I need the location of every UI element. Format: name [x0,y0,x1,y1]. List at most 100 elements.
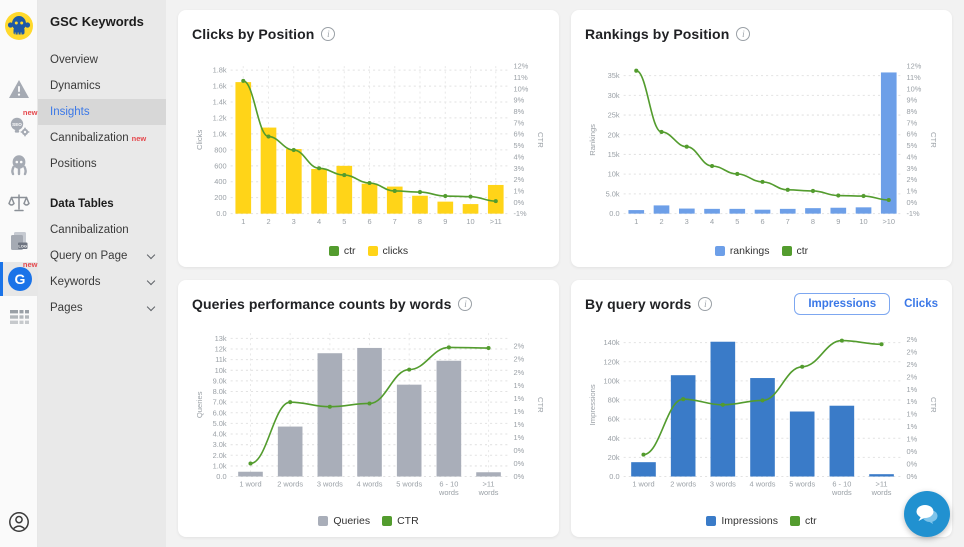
rail-item-issues[interactable] [0,72,38,106]
rail-item-seo-insights[interactable]: new SEO [0,108,38,144]
gsc-g-icon: G [8,267,32,291]
log-pages-icon: LOG [10,232,27,250]
svg-text:6%: 6% [906,130,917,139]
sidebar-item-insights[interactable]: Insights [38,99,166,125]
impressions-toggle-button[interactable]: Impressions [794,293,891,315]
chart-legend: ctr clicks [192,243,545,261]
sidebar-item-keywords[interactable]: Keywords [38,269,166,295]
clicks-by-position-chart: 0.0 200 400 600 800 1.0k 1.2k 1.4k 1.6k 1.8k 1 2 3 4 5… [195,62,545,226]
legend-item-impressions[interactable]: Impressions [706,515,778,527]
rail-item-logs[interactable]: LOG [0,224,38,258]
sidebar-menu: GSC Keywords Overview Dynamics Insights Can… [38,0,166,547]
legend-swatch [382,516,393,526]
svg-text:3: 3 [292,217,296,226]
chart-legend: Queries CTR [192,513,545,531]
legend-item-ctr[interactable]: ctr [781,245,809,257]
svg-text:0%: 0% [906,460,917,469]
svg-text:words: words [478,488,499,497]
legend-label: CTR [397,515,419,527]
sidebar-item-cannibalization[interactable]: Cannibalization new [38,125,166,151]
legend-item-ctr[interactable]: CTR [382,515,419,527]
svg-text:12k: 12k [215,345,227,354]
svg-text:200: 200 [214,193,226,202]
sidebar-item-dynamics[interactable]: Dynamics [38,73,166,99]
svg-text:9.0k: 9.0k [213,376,227,385]
svg-text:100k: 100k [604,376,620,385]
svg-text:11%: 11% [513,73,528,82]
sidebar-item-label: Keywords [50,276,101,288]
svg-text:4%: 4% [513,152,524,161]
data-table-icon [9,310,29,324]
scales-icon [7,194,30,212]
chat-widget-button[interactable] [904,491,950,537]
legend-label: Impressions [721,515,778,527]
svg-text:0%: 0% [513,472,524,481]
svg-text:10%: 10% [906,84,921,93]
svg-text:8: 8 [811,217,815,226]
legend-swatch [714,246,725,256]
sidebar-item-label: Insights [50,106,90,118]
rail-item-data-tables[interactable] [0,300,38,334]
svg-text:words: words [871,488,892,497]
svg-text:5: 5 [342,217,346,226]
svg-text:12%: 12% [513,62,528,71]
info-icon[interactable]: i [698,297,713,311]
seo-bulb-gear-icon: SEO [10,117,29,137]
clicks-toggle-button[interactable]: Clicks [904,298,938,310]
svg-text:1%: 1% [513,186,524,195]
svg-text:6: 6 [760,217,764,226]
sidebar-item-cannibalization[interactable]: Cannibalization [38,217,166,243]
svg-text:6.0k: 6.0k [213,408,227,417]
svg-text:Rankings: Rankings [588,124,597,156]
sidebar-nav: Overview Dynamics Insights Cannibalization n… [38,47,166,321]
chart-legend: Impressions ctr [585,513,938,531]
sidebar-item-label: Cannibalization [50,224,129,236]
sidebar-item-pages[interactable]: Pages [38,295,166,321]
svg-text:10%: 10% [513,84,528,93]
svg-text:6%: 6% [513,130,524,139]
info-icon[interactable]: i [321,27,336,41]
legend-label: ctr [796,245,809,257]
svg-text:1: 1 [634,217,638,226]
sidebar-item-label: Query on Page [50,250,128,262]
svg-text:1.8k: 1.8k [213,66,227,75]
svg-text:2: 2 [659,217,663,226]
svg-text:4.0k: 4.0k [213,430,227,439]
info-icon[interactable]: i [736,27,751,41]
rail-item-gsc-keywords[interactable]: new G [0,260,38,296]
sidebar-item-overview[interactable]: Overview [38,47,166,73]
svg-text:2 words: 2 words [670,480,696,489]
svg-text:40k: 40k [608,434,620,443]
info-icon[interactable]: i [458,297,473,311]
svg-text:2: 2 [266,217,270,226]
rail-item-compare[interactable] [0,186,38,220]
legend-label: clicks [382,245,409,257]
svg-text:13k: 13k [215,334,227,343]
svg-text:>11: >11 [490,217,502,226]
account-button[interactable] [0,505,38,539]
rail-item-octopus-tool[interactable] [0,148,38,182]
sidebar-item-label: Positions [50,158,97,170]
legend-item-queries[interactable]: Queries [318,515,370,527]
legend-item-rankings[interactable]: rankings [714,245,770,257]
octopus-icon [10,155,27,176]
svg-text:10: 10 [466,217,474,226]
svg-text:>11: >11 [876,480,888,489]
svg-text:0%: 0% [513,459,524,468]
sidebar-item-label: Pages [50,302,83,314]
sidebar-item-query-on-page[interactable]: Query on Page [38,243,166,269]
svg-text:6 - 10: 6 - 10 [439,480,458,489]
chart-title: Rankings by Position [585,26,730,42]
legend-item-clicks[interactable]: clicks [367,245,409,257]
svg-text:1%: 1% [906,397,917,406]
sidebar-item-positions[interactable]: Positions [38,151,166,177]
octopus-logo[interactable] [0,6,38,46]
svg-text:0.0: 0.0 [216,209,226,218]
legend-item-ctr[interactable]: ctr [789,515,817,527]
legend-item-ctr[interactable]: ctr [328,245,356,257]
svg-text:3.0k: 3.0k [213,440,227,449]
chart-title: By query words [585,296,692,312]
svg-text:8%: 8% [906,107,917,116]
legend-swatch [367,246,378,256]
svg-text:1%: 1% [513,394,524,403]
